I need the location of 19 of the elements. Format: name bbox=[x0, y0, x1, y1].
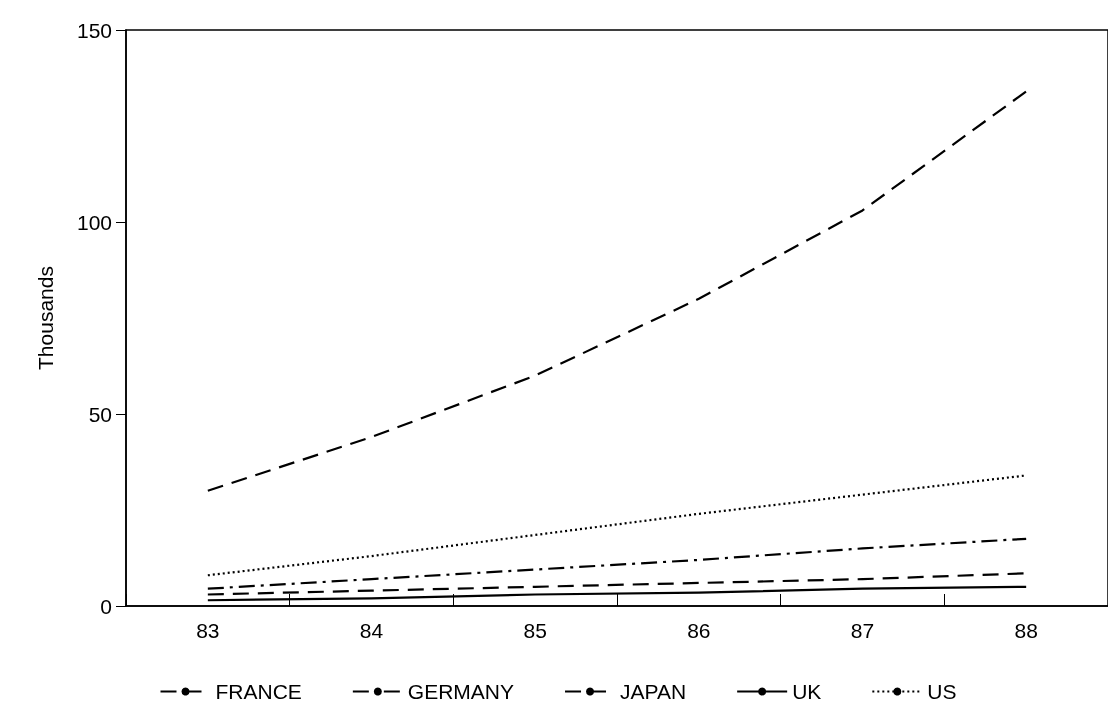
line-series bbox=[206, 537, 1028, 590]
x-tick-label: 83 bbox=[196, 619, 220, 642]
x-tick-label: 87 bbox=[850, 619, 875, 642]
y-tick-label: 0 bbox=[100, 594, 112, 618]
x-tick-label: 86 bbox=[687, 619, 711, 642]
legend-label: UK bbox=[792, 680, 822, 703]
legend-label: US bbox=[927, 680, 957, 703]
y-tick-label: 150 bbox=[76, 18, 112, 42]
y-tick-label: 100 bbox=[76, 210, 112, 234]
legend-label: FRANCE bbox=[215, 680, 302, 703]
legend-label: GERMANY bbox=[407, 680, 515, 703]
x-tick-label: 88 bbox=[1014, 619, 1038, 642]
line-series bbox=[206, 585, 1028, 602]
line-series bbox=[206, 90, 1028, 492]
x-tick-label: 84 bbox=[359, 619, 384, 642]
y-axis-title: Thousands bbox=[34, 266, 57, 370]
legend-label: JAPAN bbox=[620, 680, 687, 703]
y-tick-label: 50 bbox=[88, 402, 112, 426]
x-tick-label: 85 bbox=[523, 619, 547, 642]
